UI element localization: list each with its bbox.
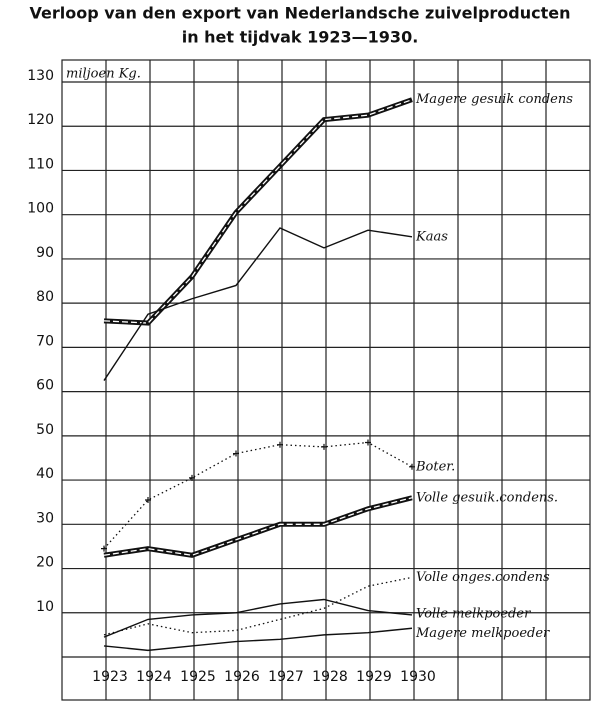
y-tick-label: 40 [36, 466, 54, 482]
y-tick-label: 30 [36, 510, 54, 526]
y-tick-label: 10 [36, 599, 54, 615]
series-line-inner [103, 497, 413, 556]
series-label: Magere gesuik condens [415, 92, 573, 107]
series-label: Magere melkpoeder [415, 626, 550, 641]
x-tick-label: 1924 [136, 669, 172, 685]
series-line [103, 598, 413, 638]
x-tick-label: 1929 [356, 669, 392, 685]
x-tick-label: 1925 [180, 669, 216, 685]
x-tick-label: 1930 [400, 669, 436, 685]
chart-title: in het tijdvak 1923—1930. [182, 28, 419, 47]
series-line [103, 627, 413, 652]
cross-marker [409, 463, 415, 470]
y-tick-label: 120 [27, 112, 54, 128]
y-tick-label: 100 [27, 201, 54, 217]
series-label: Kaas [415, 229, 448, 244]
series-label: Volle onges.condens [416, 570, 550, 585]
y-tick-label: 50 [36, 422, 54, 438]
cross-marker [277, 441, 283, 448]
series-line [103, 576, 413, 636]
y-tick-label: 60 [36, 378, 54, 394]
cross-marker [101, 545, 107, 552]
x-tick-label: 1928 [312, 669, 348, 685]
series-label: Boter. [415, 459, 455, 474]
chart-title: Verloop van den export van Nederlandsche… [30, 4, 571, 23]
x-tick-label: 1927 [268, 669, 304, 685]
y-tick-label: 90 [36, 245, 54, 261]
y-tick-label: 20 [36, 555, 54, 571]
cross-marker [365, 439, 371, 446]
series-label: Volle gesuik.condens. [416, 490, 558, 505]
y-axis-label: miljoen Kg. [66, 67, 141, 82]
cross-marker [233, 450, 239, 457]
y-tick-label: 70 [36, 333, 54, 349]
y-tick-label: 110 [27, 156, 54, 172]
cross-marker [189, 474, 195, 481]
y-tick-label: 80 [36, 289, 54, 305]
series-line-inner [103, 99, 413, 324]
series-label: Volle melkpoeder [416, 606, 531, 621]
series-line [103, 227, 413, 381]
x-tick-label: 1923 [92, 669, 128, 685]
x-tick-label: 1926 [224, 669, 260, 685]
cross-marker [321, 443, 327, 450]
cross-marker [145, 496, 151, 503]
y-tick-label: 130 [27, 68, 54, 84]
